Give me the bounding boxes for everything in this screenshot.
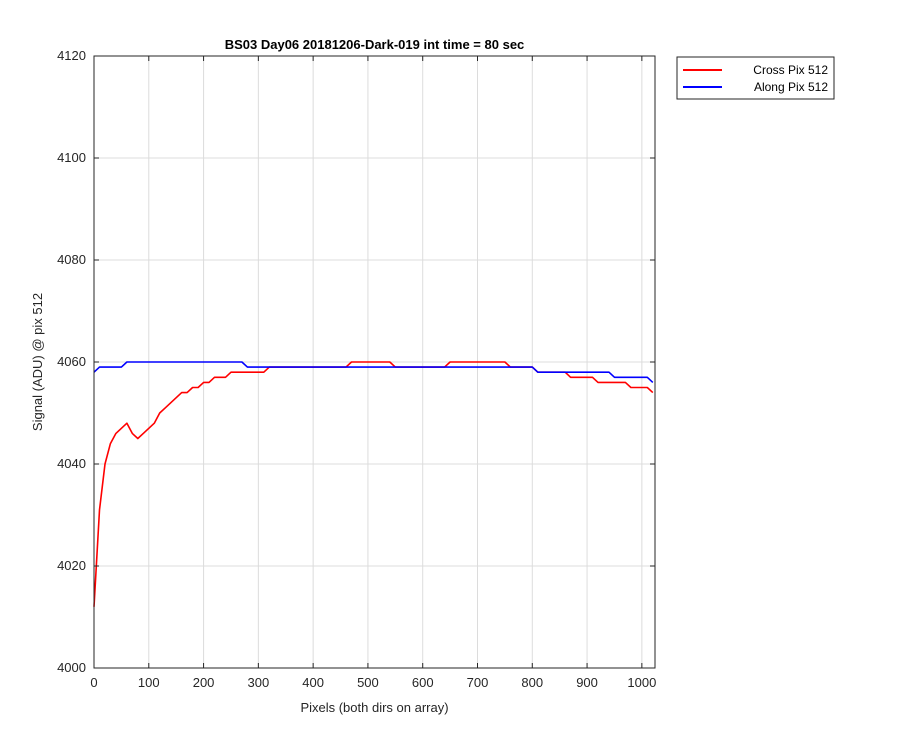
x-tick-label: 800: [521, 675, 543, 690]
x-axis-label: Pixels (both dirs on array): [300, 700, 448, 715]
y-tick-label: 4020: [57, 558, 86, 573]
y-tick-label: 4060: [57, 354, 86, 369]
x-tick-label: 500: [357, 675, 379, 690]
x-tick-label: 400: [302, 675, 324, 690]
x-tick-label: 600: [412, 675, 434, 690]
x-tick-label: 1000: [627, 675, 656, 690]
x-axis: 0 100 200 300 400 500 600 700 800 900 1000: [90, 56, 656, 690]
y-tick-label: 4100: [57, 150, 86, 165]
y-tick-label: 4040: [57, 456, 86, 471]
y-axis: 4000 4020 4040 4060 4080 4100 4120: [57, 48, 655, 675]
x-tick-label: 100: [138, 675, 160, 690]
legend: Cross Pix 512 Along Pix 512: [676, 56, 835, 100]
legend-entry-label: Along Pix 512: [754, 80, 828, 94]
x-tick-label: 300: [248, 675, 270, 690]
y-tick-label: 4120: [57, 48, 86, 63]
legend-box: [676, 56, 835, 100]
chart-title: BS03 Day06 20181206-Dark-019 int time = …: [225, 37, 525, 52]
y-axis-label: Signal (ADU) @ pix 512: [30, 293, 45, 431]
legend-entry-label: Cross Pix 512: [753, 63, 828, 77]
x-tick-label: 200: [193, 675, 215, 690]
x-tick-label: 0: [90, 675, 97, 690]
x-tick-label: 900: [576, 675, 598, 690]
series-layer: [93, 361, 654, 607]
x-tick-label: 700: [467, 675, 489, 690]
y-tick-label: 4080: [57, 252, 86, 267]
y-tick-label: 4000: [57, 660, 86, 675]
series-line-along-pix-512: [93, 361, 654, 383]
